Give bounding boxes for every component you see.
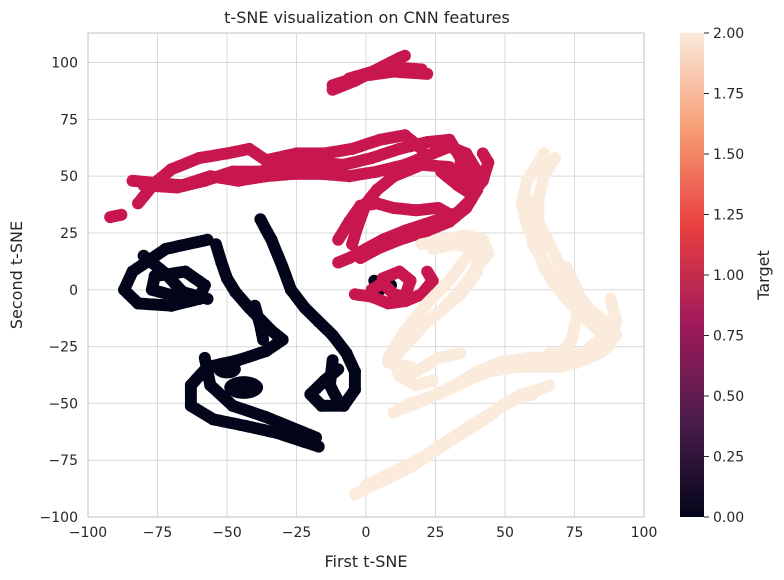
data-point [257, 333, 270, 346]
x-tick-label: 100 [631, 525, 658, 541]
data-point [398, 401, 411, 414]
data-point [415, 63, 428, 76]
data-point [376, 272, 389, 285]
data-point [543, 379, 556, 392]
colorbar-tick-label: 2.00 [713, 26, 744, 42]
series-target-1 [104, 49, 495, 310]
y-tick-label: −100 [40, 510, 78, 526]
colorbar-tick-label: 1.25 [713, 208, 744, 224]
x-tick-label: 75 [566, 525, 584, 541]
plot-frame [87, 32, 645, 518]
colorbar-tick-label: 1.00 [713, 268, 744, 284]
y-tick-label: 100 [51, 56, 78, 72]
data-point [332, 395, 345, 408]
data-point [454, 347, 467, 360]
dense-point-cluster [224, 376, 264, 399]
data-point [398, 49, 411, 62]
dense-point-cluster [213, 360, 241, 379]
axis-ticks: −100 −75 −50 −25 0 25 50 75 100 −100 −75 −50 −25 0 25 5… [40, 56, 658, 541]
data-point [426, 374, 439, 387]
data-point [454, 156, 467, 169]
series-target-2 [348, 147, 623, 501]
x-tick-label: 0 [362, 525, 371, 541]
y-tick-label: 50 [60, 169, 78, 185]
x-tick-label: −50 [212, 525, 242, 541]
x-tick-label: 25 [427, 525, 445, 541]
data-point [421, 265, 434, 278]
y-tick-label: −25 [48, 340, 78, 356]
x-axis-label: First t-SNE [324, 552, 407, 571]
y-tick-label: 75 [60, 112, 78, 128]
data-point [310, 431, 322, 444]
y-axis-label: Second t-SNE [7, 221, 26, 329]
data-point [387, 406, 400, 419]
colorbar-tick-label: 0.00 [713, 510, 744, 526]
series-target-0 [118, 213, 397, 453]
x-tick-label: −25 [282, 525, 312, 541]
chart-title: t-SNE visualization on CNN features [224, 8, 510, 27]
colorbar-label: Target [754, 250, 773, 301]
x-tick-label: −100 [69, 525, 107, 541]
data-point [332, 256, 345, 269]
colorbar-tick-label: 1.75 [713, 87, 744, 103]
y-tick-label: −50 [48, 396, 78, 412]
y-tick-label: −75 [48, 453, 78, 469]
scatter-points [104, 49, 623, 501]
x-tick-label: −75 [143, 525, 173, 541]
colorbar-tick-label: 1.50 [713, 147, 744, 163]
y-tick-label: 25 [60, 226, 78, 242]
colorbar-tick-label: 0.75 [713, 329, 744, 345]
y-tick-label: 0 [69, 283, 78, 299]
colorbar-ticks: 0.00 0.25 0.50 0.75 1.00 1.25 1.50 1.75 2.00 [704, 26, 744, 526]
data-point [476, 147, 489, 160]
colorbar-tick-label: 0.50 [713, 389, 744, 405]
colorbar [680, 33, 704, 517]
colorbar-tick-label: 0.25 [713, 450, 744, 466]
x-tick-label: 50 [496, 525, 514, 541]
data-point [201, 292, 214, 305]
data-point [115, 208, 128, 221]
data-point [526, 388, 539, 401]
data-point [449, 211, 461, 224]
data-point [312, 440, 325, 453]
